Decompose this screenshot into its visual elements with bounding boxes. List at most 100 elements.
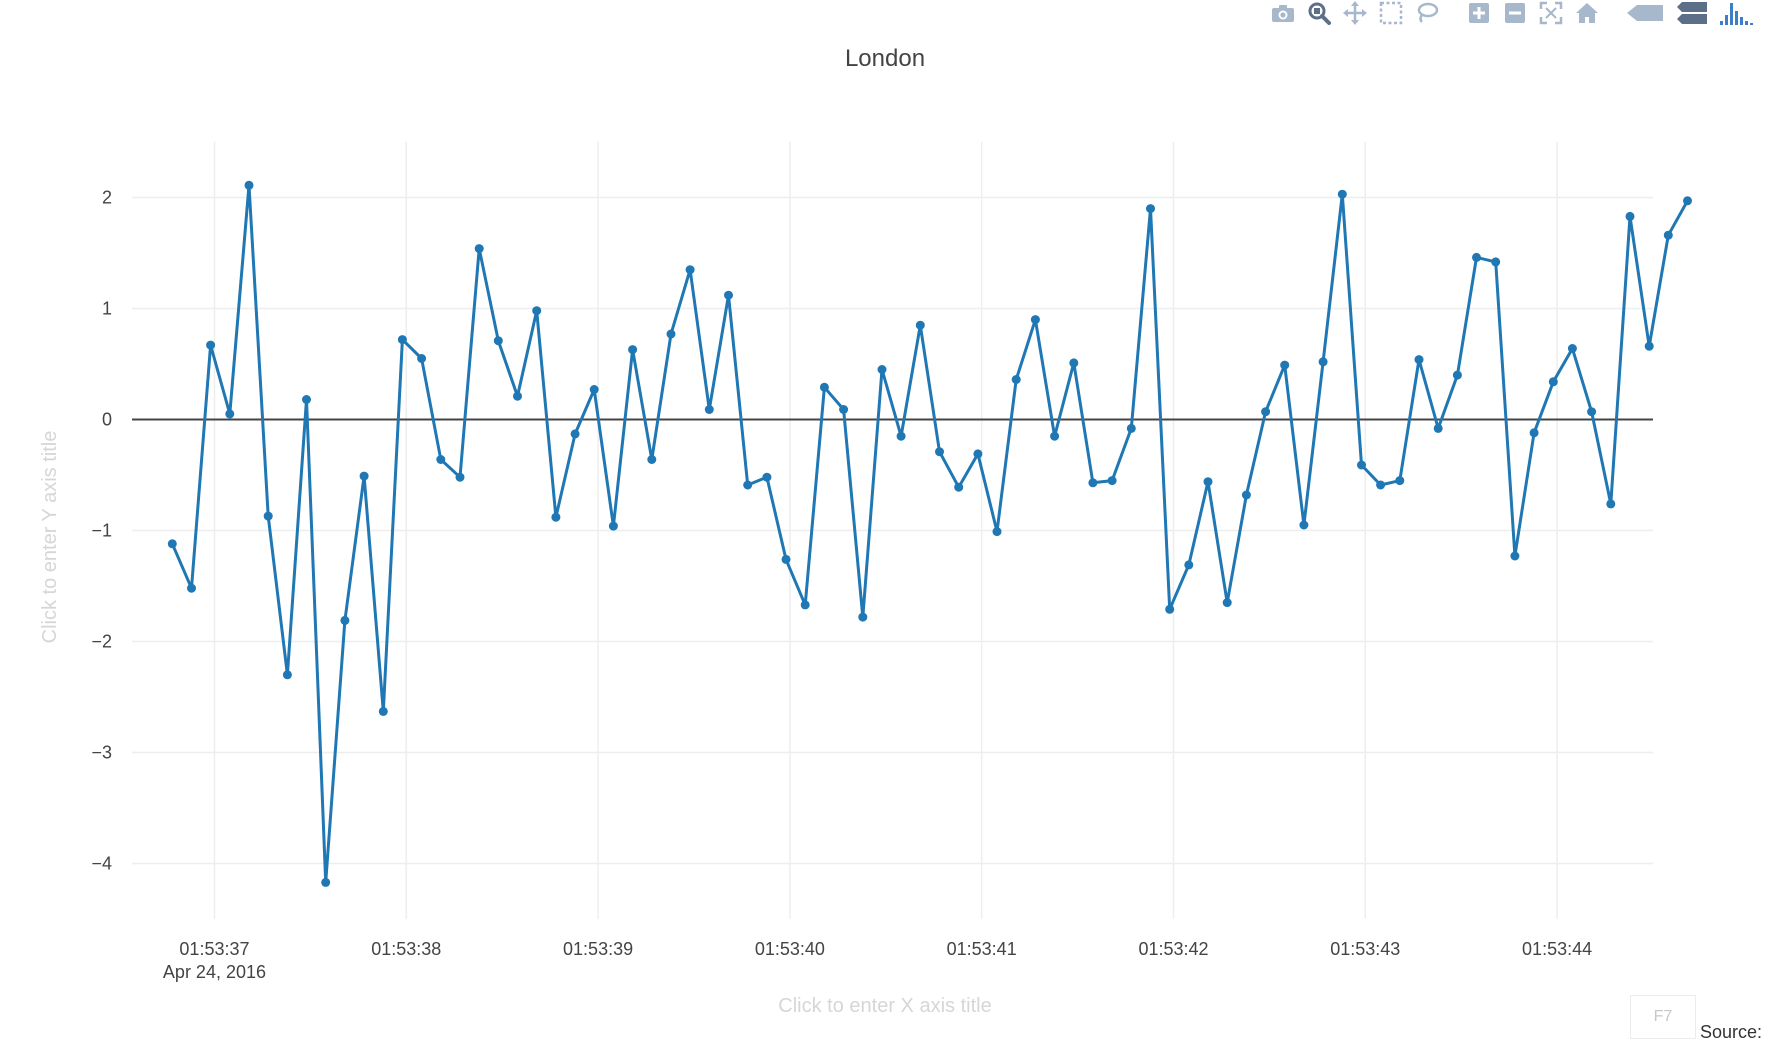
data-point[interactable] [263,511,273,521]
data-point[interactable] [781,554,791,564]
data-point[interactable] [302,395,311,404]
data-point[interactable] [1299,520,1309,530]
data-point[interactable] [1491,257,1501,267]
data-point[interactable] [819,382,829,392]
data-point[interactable] [628,345,638,355]
data-point[interactable] [340,615,350,625]
data-point[interactable] [1030,315,1040,325]
data-point[interactable] [896,431,906,441]
zoom-in-icon[interactable] [1466,0,1492,26]
data-point[interactable] [589,385,599,394]
series-points[interactable] [167,180,1692,887]
data-point[interactable] [1107,476,1117,486]
hover-closest-icon[interactable] [1626,0,1666,26]
data-point[interactable] [1376,480,1386,490]
data-point[interactable] [954,482,964,492]
data-point[interactable] [608,521,618,531]
data-point[interactable] [992,527,1002,537]
data-point[interactable] [1452,370,1462,380]
data-point[interactable] [1433,423,1443,433]
data-point[interactable] [321,877,331,887]
data-point[interactable] [1663,230,1673,240]
data-point[interactable] [1472,252,1481,262]
data-point[interactable] [704,405,714,414]
y-grid-lines [132,196,1653,865]
data-point[interactable] [570,429,580,439]
data-point[interactable] [1203,477,1213,487]
data-point[interactable] [244,180,254,190]
data-point[interactable] [1318,357,1328,367]
data-point[interactable] [455,472,465,482]
data-point[interactable] [167,539,177,549]
data-point[interactable] [724,290,733,300]
data-point[interactable] [1548,377,1558,387]
data-point[interactable] [1644,341,1654,351]
data-point[interactable] [225,409,235,419]
hover-compare-icon[interactable] [1676,0,1708,26]
data-point[interactable] [1184,560,1194,570]
data-point[interactable] [436,455,446,464]
data-point[interactable] [206,340,216,350]
data-point[interactable] [1625,211,1635,221]
data-point[interactable] [1088,478,1098,488]
data-point[interactable] [1241,490,1251,500]
data-point[interactable] [474,244,484,254]
x-axis-title[interactable]: Click to enter X axis title [778,995,991,1017]
source-label[interactable]: Source: [1700,1022,1763,1042]
data-point[interactable] [762,472,772,482]
data-point[interactable] [1165,604,1175,614]
reset-axes-icon[interactable] [1574,0,1600,26]
data-point[interactable] [647,455,657,464]
data-point[interactable] [1261,407,1271,417]
lasso-select-icon[interactable] [1414,0,1440,26]
data-point[interactable] [1414,355,1424,365]
data-point[interactable] [1011,375,1021,384]
data-point[interactable] [551,512,561,522]
data-point[interactable] [493,336,503,346]
data-point[interactable] [858,612,868,622]
data-point[interactable] [359,471,369,481]
data-point[interactable] [935,447,944,457]
data-point[interactable] [915,320,925,330]
data-point[interactable] [1050,431,1060,441]
data-point[interactable] [378,706,388,716]
data-point[interactable] [1606,499,1616,509]
data-point[interactable] [282,670,292,680]
data-point[interactable] [1337,189,1347,199]
data-point[interactable] [1395,476,1405,486]
data-point[interactable] [1567,344,1577,353]
x-tick-label: 01:53:42 [1138,939,1208,959]
data-point[interactable] [666,329,676,339]
data-point[interactable] [1069,358,1079,368]
data-point[interactable] [1126,423,1136,433]
data-point[interactable] [839,405,849,414]
f7-hint-box[interactable]: F7 [1630,995,1696,1039]
data-point[interactable] [1587,407,1597,417]
data-point[interactable] [513,391,522,401]
pan-icon[interactable] [1342,0,1368,26]
camera-icon[interactable] [1270,0,1296,26]
plotly-logo-icon[interactable] [1718,0,1754,26]
data-point[interactable] [877,365,887,374]
data-point[interactable] [1529,428,1539,438]
zoom-icon[interactable] [1306,0,1332,26]
data-point[interactable] [532,306,542,316]
data-point[interactable] [743,480,753,490]
data-point[interactable] [800,600,810,610]
data-point[interactable] [1222,598,1232,608]
data-point[interactable] [187,583,196,593]
zoom-out-icon[interactable] [1502,0,1528,26]
data-point[interactable] [397,335,407,345]
data-point[interactable] [1510,551,1520,561]
box-select-icon[interactable] [1378,0,1404,26]
data-point[interactable] [417,354,427,363]
data-point[interactable] [1146,204,1155,214]
y-axis-title[interactable]: Click to enter Y axis title [39,431,61,644]
autoscale-icon[interactable] [1538,0,1564,26]
data-point[interactable] [1280,360,1290,370]
data-point[interactable] [1683,196,1692,206]
data-point[interactable] [1357,460,1366,470]
data-point[interactable] [685,265,695,275]
data-point[interactable] [973,449,983,459]
